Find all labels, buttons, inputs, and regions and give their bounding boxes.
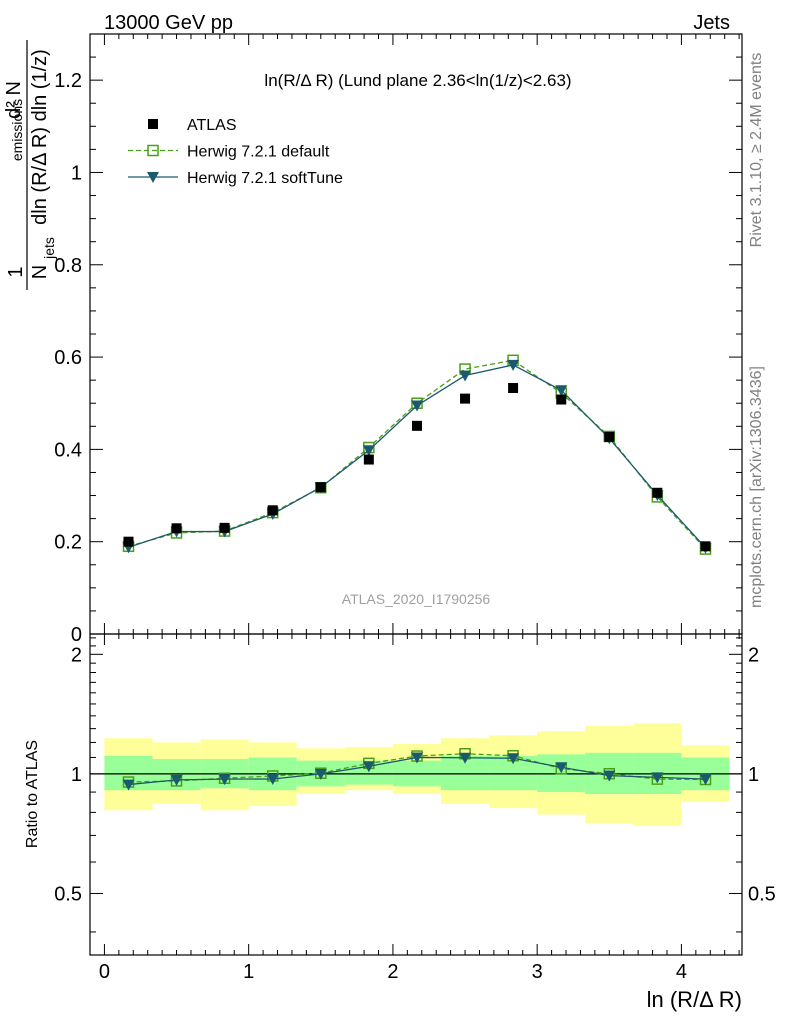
- ratio-y-axis-label: Ratio to ATLAS: [24, 740, 41, 848]
- main-point-atlas: [219, 522, 230, 533]
- ratio-y-tick-label-right: 1: [748, 764, 759, 786]
- y-tick-label: 1.2: [54, 70, 82, 92]
- ratio-point-herwig-7-2-1-softtune: [218, 774, 231, 786]
- ratio-point-herwig-7-2-1-softtune: [170, 774, 183, 786]
- main-point-atlas: [604, 431, 615, 442]
- ratio-point-herwig-7-2-1-softtune: [122, 779, 135, 791]
- ratio-point-herwig-7-2-1-softtune: [314, 768, 327, 780]
- ratio-y-tick-label: 1: [71, 764, 82, 786]
- x-tick-label: 4: [676, 961, 687, 983]
- ratio-point-herwig-7-2-1-softtune: [266, 773, 279, 785]
- main-point-atlas: [267, 505, 278, 516]
- main-point-atlas: [508, 383, 519, 393]
- y-label-numerator-sub: emissions: [9, 99, 25, 161]
- y-label-one: 1: [5, 266, 27, 277]
- legend-marker-atlas: [148, 119, 158, 129]
- y-label-denominator-n: N: [29, 265, 51, 279]
- ratio-point-herwig-7-2-1-softtune: [555, 762, 568, 774]
- ratio-y-tick-label-right: 2: [748, 644, 759, 666]
- y-tick-label: 0.4: [54, 439, 82, 461]
- main-point-atlas: [171, 523, 182, 534]
- x-tick-label: 1: [243, 961, 254, 983]
- main-point-atlas: [556, 394, 567, 405]
- y-label-numerator: d² N: [3, 81, 25, 119]
- main-point-atlas: [700, 541, 711, 552]
- main-point-atlas: [315, 482, 326, 493]
- ratio-y-tick-label-right: 0.5: [748, 883, 776, 905]
- ratio-y-tick-label: 2: [71, 644, 82, 666]
- ratio-frame: [89, 633, 743, 956]
- y-label-denominator-sub: jets: [41, 237, 57, 260]
- y-tick-label: 0: [71, 624, 82, 646]
- main-line-herwig-7-2-1-default: [128, 359, 706, 550]
- main-point-atlas: [412, 420, 423, 431]
- x-axis-label: ln (R/Δ R): [647, 987, 742, 1012]
- side-label-top: Rivet 3.1.10, ≥ 2.4M events: [748, 53, 765, 248]
- main-point-atlas: [363, 454, 374, 465]
- ratio-point-herwig-7-2-1-softtune: [507, 753, 520, 765]
- main-point-atlas: [123, 536, 134, 547]
- ratio-point-herwig-7-2-1-softtune: [411, 752, 424, 764]
- ratio-point-herwig-7-2-1-softtune: [459, 752, 472, 764]
- y-tick-label: 0.6: [54, 347, 82, 369]
- side-label-bottom: mcplots.cern.ch [arXiv:1306.3436]: [748, 366, 765, 608]
- header-right: Jets: [693, 12, 730, 34]
- main-point-herwig-7-2-1-softtune: [555, 385, 568, 397]
- ratio-point-herwig-7-2-1-softtune: [603, 770, 616, 782]
- ratio-plot: 0.5 0.5 1 1 2 2 0 1 2 3 4 ln (R/Δ R) Ratio to ATLAS: [24, 633, 776, 1012]
- legend-label-atlas: ATLAS: [187, 117, 237, 134]
- watermark: ATLAS_2020_I1790256: [342, 591, 491, 607]
- legend-marker-herwig-7-2-1-softtune: [147, 172, 159, 183]
- main-point-herwig-7-2-1-softtune: [362, 445, 375, 457]
- y-tick-label: 0.8: [54, 255, 82, 277]
- legend-label-herwig-7-2-1-softtune: Herwig 7.2.1 softTune: [187, 170, 343, 187]
- ratio-point-herwig-7-2-1-softtune: [699, 774, 712, 786]
- y-tick-label: 1: [71, 162, 82, 184]
- ratio-point-herwig-7-2-1-softtune: [651, 772, 664, 784]
- legend-label-herwig-7-2-1-default: Herwig 7.2.1 default: [187, 144, 330, 161]
- main-point-herwig-7-2-1-softtune: [507, 359, 520, 371]
- header-left: 13000 GeV pp: [104, 12, 233, 34]
- y-label-denominator: dln (R/Δ R) dln (1/z): [29, 49, 51, 225]
- legend: ATLAS Herwig 7.2.1 default Herwig 7.2.1 so…: [128, 117, 343, 187]
- main-point-atlas: [652, 487, 663, 498]
- y-tick-label: 0.2: [54, 532, 82, 554]
- main-point-atlas: [460, 393, 471, 404]
- legend-marker-herwig-7-2-1-default: [147, 144, 159, 157]
- ratio-band-inner: [344, 760, 393, 785]
- x-tick-label: 2: [387, 961, 398, 983]
- main-point-herwig-7-2-1-softtune: [411, 400, 424, 412]
- main-point-herwig-7-2-1-softtune: [459, 370, 472, 382]
- plot-title: ln(R/Δ R) (Lund plane 2.36<ln(1/z)<2.63): [264, 71, 571, 90]
- x-tick-label: 0: [99, 961, 110, 983]
- main-line-herwig-7-2-1-softtune: [128, 364, 706, 549]
- ratio-point-herwig-7-2-1-softtune: [362, 761, 375, 773]
- x-tick-label: 3: [532, 961, 543, 983]
- ratio-y-tick-label: 0.5: [54, 883, 82, 905]
